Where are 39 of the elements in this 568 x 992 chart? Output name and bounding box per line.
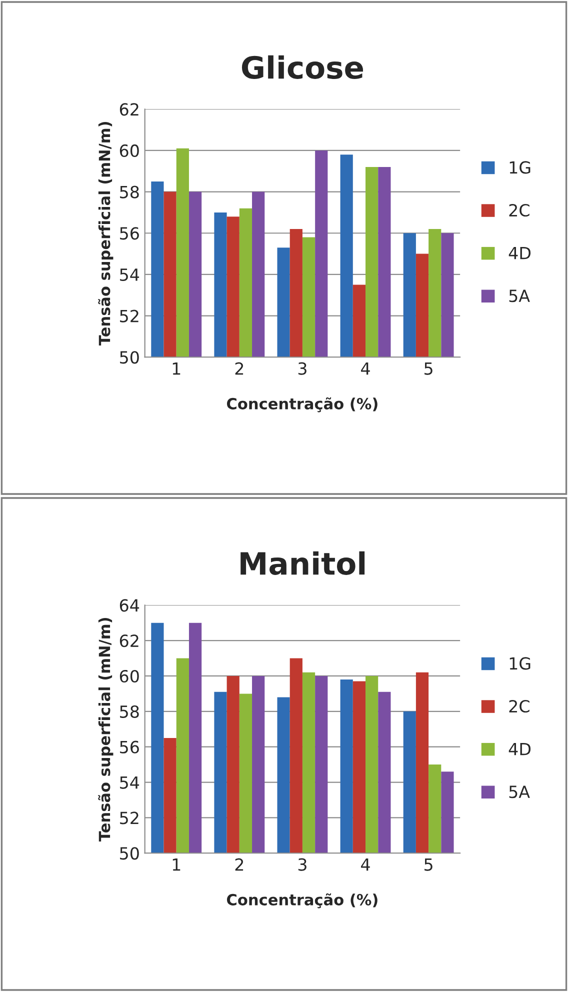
x-tick-label: 1	[172, 362, 180, 375]
y-axis-title: Tensão superficial (mN/m)	[98, 618, 114, 842]
x-tick-label: 4	[361, 362, 370, 375]
y-tick-label: 52	[120, 812, 138, 824]
y-tick-label: 58	[120, 186, 139, 198]
y-axis-title: Tensão superficial (mN/m)	[98, 122, 114, 346]
y-tick-label: 54	[120, 776, 140, 789]
legend-label: 4D	[508, 246, 531, 260]
x-tick-label: 3	[298, 858, 306, 871]
legend-label: 5A	[509, 786, 530, 798]
y-tick-label: 50	[120, 847, 139, 860]
x-tick-label: 1	[172, 858, 180, 871]
chart-title: Manitol	[240, 551, 365, 575]
legend-label: 2C	[509, 204, 530, 217]
chart-title: Glicose	[242, 55, 363, 79]
y-tick-label: 62	[120, 103, 138, 116]
x-tick-label: 3	[298, 362, 306, 375]
legend-label: 4D	[508, 742, 531, 756]
x-tick-label: 5	[424, 858, 432, 871]
x-axis-title: Concentração (%)	[226, 893, 378, 908]
y-tick-label: 56	[120, 740, 139, 754]
x-tick-label: 2	[235, 858, 244, 871]
y-tick-label: 60	[120, 670, 139, 683]
y-tick-label: 52	[120, 310, 138, 322]
y-tick-label: 58	[120, 705, 139, 718]
x-tick-label: 4	[361, 858, 370, 871]
y-tick-label: 64	[120, 599, 140, 612]
y-tick-label: 62	[120, 634, 138, 648]
y-tick-label: 54	[120, 268, 140, 282]
y-tick-label: 60	[120, 144, 139, 158]
legend-label: 1G	[510, 657, 530, 670]
legend-label: 2C	[509, 700, 530, 713]
x-axis-title: Concentração (%)	[226, 397, 378, 412]
x-tick-label: 5	[424, 362, 432, 375]
y-tick-label: 50	[120, 351, 139, 364]
x-tick-label: 2	[235, 362, 244, 375]
legend-label: 5A	[509, 290, 530, 302]
y-tick-label: 56	[120, 227, 139, 240]
legend-label: 1G	[510, 161, 530, 174]
